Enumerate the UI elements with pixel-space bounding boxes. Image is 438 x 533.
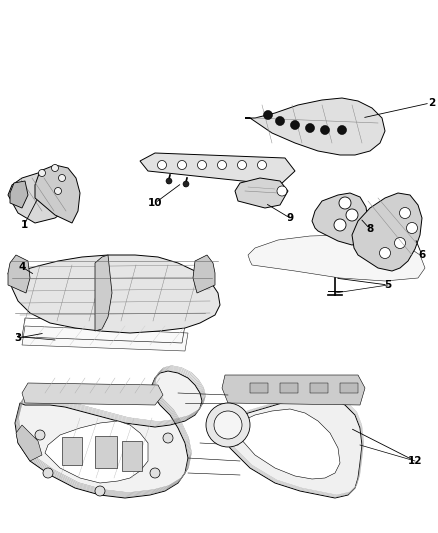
Polygon shape (22, 383, 163, 405)
Polygon shape (22, 326, 188, 351)
Bar (122, 441, 142, 471)
Circle shape (290, 120, 300, 130)
Polygon shape (35, 165, 80, 223)
Bar (95, 436, 117, 468)
Circle shape (399, 207, 410, 219)
Bar (310, 383, 328, 393)
Circle shape (54, 188, 61, 195)
Polygon shape (45, 421, 148, 483)
Circle shape (264, 110, 272, 119)
Circle shape (321, 125, 329, 134)
Circle shape (406, 222, 417, 233)
Bar (250, 383, 268, 393)
Polygon shape (10, 181, 28, 208)
Text: 12: 12 (408, 456, 422, 466)
Circle shape (346, 209, 358, 221)
Circle shape (177, 160, 187, 169)
Circle shape (95, 486, 105, 496)
Bar (280, 383, 298, 393)
Text: 4: 4 (18, 262, 26, 272)
Circle shape (277, 186, 287, 196)
Circle shape (206, 403, 250, 447)
Circle shape (338, 125, 346, 134)
Polygon shape (8, 255, 30, 293)
Circle shape (218, 160, 226, 169)
Text: 9: 9 (286, 213, 293, 223)
Circle shape (158, 160, 166, 169)
Polygon shape (225, 395, 362, 498)
Polygon shape (193, 255, 215, 293)
Circle shape (198, 160, 206, 169)
Circle shape (35, 430, 45, 440)
Polygon shape (235, 178, 288, 208)
Polygon shape (222, 375, 365, 405)
Circle shape (163, 433, 173, 443)
Circle shape (276, 117, 285, 125)
Circle shape (334, 219, 346, 231)
Polygon shape (352, 193, 422, 271)
Circle shape (39, 169, 46, 176)
Polygon shape (8, 171, 72, 223)
Polygon shape (245, 98, 385, 155)
Polygon shape (312, 193, 368, 245)
Circle shape (339, 197, 351, 209)
Text: 3: 3 (14, 333, 21, 343)
Circle shape (166, 178, 172, 184)
Polygon shape (95, 255, 112, 331)
Circle shape (379, 247, 391, 259)
Circle shape (150, 468, 160, 478)
Circle shape (305, 124, 314, 133)
Polygon shape (8, 255, 220, 333)
Polygon shape (16, 425, 42, 461)
Circle shape (43, 468, 53, 478)
Circle shape (183, 181, 189, 187)
Bar (340, 383, 358, 393)
Bar (62, 437, 82, 465)
Text: 6: 6 (418, 250, 426, 260)
Text: 5: 5 (385, 280, 392, 290)
Circle shape (59, 174, 66, 182)
Polygon shape (15, 371, 202, 498)
Polygon shape (238, 409, 340, 479)
Text: 8: 8 (366, 224, 374, 234)
Circle shape (214, 411, 242, 439)
Text: 2: 2 (428, 98, 436, 108)
Text: 10: 10 (148, 198, 162, 208)
Polygon shape (140, 153, 295, 185)
Polygon shape (248, 235, 425, 281)
Text: 1: 1 (21, 220, 28, 230)
Circle shape (258, 160, 266, 169)
Circle shape (52, 165, 59, 172)
Circle shape (395, 238, 406, 248)
Circle shape (237, 160, 247, 169)
